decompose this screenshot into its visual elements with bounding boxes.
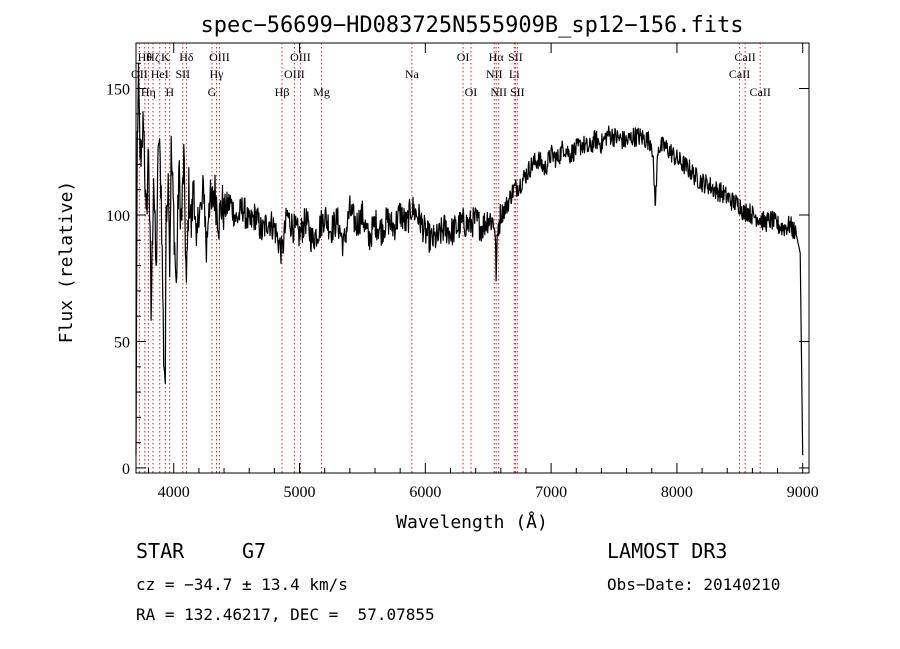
line-marker-label: OIII <box>284 67 305 81</box>
line-marker-label: H <box>165 85 174 99</box>
line-marker-label: Hγ <box>210 67 225 81</box>
x-axis-label: Wavelength (Å) <box>396 511 548 533</box>
coordinates: RA = 132.46217, DEC = 57.07855 <box>136 605 435 624</box>
x-tick-label: 5000 <box>284 484 316 501</box>
spectral-line-markers: OIIHθHηHζHeIKHSIIHδGHγOIIIHβOIIIOIIIMgNa… <box>131 43 771 473</box>
line-marker-label: HeI <box>151 67 169 81</box>
x-tick-label: 8000 <box>661 484 693 501</box>
line-marker-label: OIII <box>209 50 230 64</box>
line-marker-label: SII <box>510 85 525 99</box>
line-marker-label: Hη <box>141 85 156 99</box>
spectrum-line <box>135 62 804 456</box>
line-marker-label: CaII <box>750 85 771 99</box>
line-marker-label: Li <box>509 67 520 81</box>
y-axis-ticks: 0 50 100 150 <box>106 62 809 478</box>
y-tick-label: 50 <box>114 334 130 351</box>
x-tick-label: 9000 <box>787 484 819 501</box>
line-marker-label: OI <box>465 85 478 99</box>
x-axis-ticks: 4000 5000 6000 7000 8000 9000 <box>148 43 819 501</box>
line-marker-label: CaII <box>734 50 755 64</box>
line-marker-label: Mg <box>313 85 330 99</box>
line-marker-label: SII <box>175 67 190 81</box>
line-marker-label: OI <box>457 50 470 64</box>
x-tick-label: 4000 <box>158 484 190 501</box>
obs-date: Obs−Date: 20140210 <box>607 575 780 594</box>
y-tick-label: 150 <box>106 82 130 99</box>
y-tick-label: 100 <box>106 208 130 225</box>
line-marker-label: Hβ <box>275 85 290 99</box>
x-tick-label: 6000 <box>409 484 441 501</box>
line-marker-label: Na <box>405 67 420 81</box>
survey-label: LAMOST DR3 <box>607 539 727 563</box>
line-marker-label: Hζ <box>146 50 160 64</box>
line-marker-label: Hα <box>489 50 505 64</box>
line-marker-label: NII <box>486 67 503 81</box>
line-marker-label: NII <box>490 85 507 99</box>
line-marker-label: SII <box>508 50 523 64</box>
x-tick-label: 7000 <box>535 484 567 501</box>
line-marker-label: OIII <box>290 50 311 64</box>
line-marker-label: G <box>208 85 217 99</box>
y-axis-label: Flux (relative) <box>56 181 77 344</box>
object-subclass: G7 <box>242 539 266 563</box>
chart-title: spec−56699−HD083725N555909B_sp12−156.fit… <box>200 13 743 38</box>
line-marker-label: K <box>161 50 170 64</box>
redshift-cz: cz = −34.7 ± 13.4 km/s <box>136 575 348 594</box>
y-tick-label: 0 <box>122 461 130 478</box>
line-marker-label: OII <box>131 67 148 81</box>
object-class: STAR <box>136 539 185 563</box>
plot-frame <box>135 42 810 474</box>
line-marker-label: Hδ <box>179 50 194 64</box>
line-marker-label: CaII <box>729 67 750 81</box>
